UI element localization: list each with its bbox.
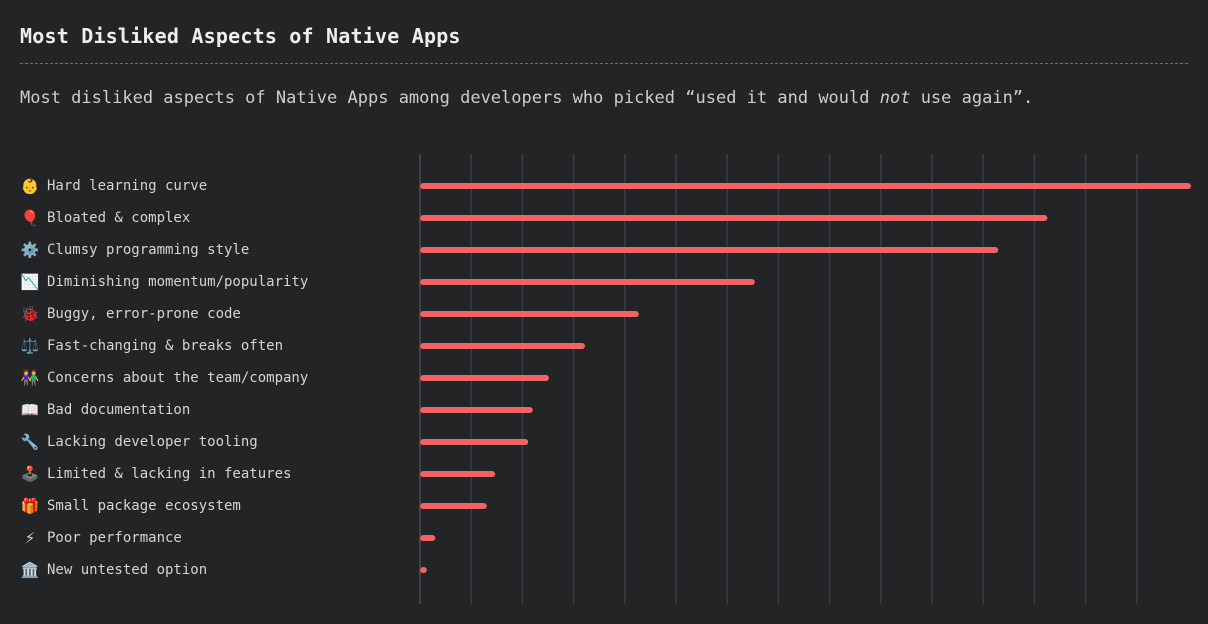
category-label-text: Poor performance <box>47 530 182 546</box>
category-label: 🕹️ Limited & lacking in features <box>20 458 292 490</box>
category-label: 🐞 Buggy, error-prone code <box>20 298 241 330</box>
category-icon: 🏛️ <box>20 561 40 579</box>
category-label: 👫 Concerns about the team/company <box>20 362 309 394</box>
category-label: ⚡ Poor performance <box>20 522 182 554</box>
category-icon: 🎁 <box>20 497 40 515</box>
category-label-text: Clumsy programming style <box>47 242 250 258</box>
title-divider <box>20 63 1188 64</box>
subtitle-text-end: use again”. <box>910 88 1034 108</box>
category-label-text: Buggy, error-prone code <box>47 306 241 322</box>
category-label: 🎁 Small package ecosystem <box>20 490 241 522</box>
category-icon: 📖 <box>20 401 40 419</box>
category-label-text: Limited & lacking in features <box>47 466 292 482</box>
chart-subtitle: Most disliked aspects of Native Apps amo… <box>20 88 1033 108</box>
category-icon: 👶 <box>20 177 40 195</box>
category-label: 👶 Hard learning curve <box>20 170 208 202</box>
category-icon: 🎈 <box>20 209 40 227</box>
category-label-text: Diminishing momentum/popularity <box>47 274 309 290</box>
category-label-text: Fast-changing & breaks often <box>47 338 284 354</box>
subtitle-text-start: Most disliked aspects of Native Apps amo… <box>20 88 880 108</box>
category-label-text: Small package ecosystem <box>47 498 241 514</box>
category-icon: 🐞 <box>20 305 40 323</box>
category-icon: 📉 <box>20 273 40 291</box>
category-label-text: Lacking developer tooling <box>47 434 258 450</box>
category-label-text: Hard learning curve <box>47 178 208 194</box>
category-icon: ⚖️ <box>20 337 40 355</box>
category-label-text: New untested option <box>47 562 208 578</box>
category-label: 📖 Bad documentation <box>20 394 191 426</box>
bar-chart: 👶 Hard learning curve 🎈 Bloated & complex ⚙️… <box>0 150 1208 610</box>
category-icon: ⚙️ <box>20 241 40 259</box>
category-label: ⚖️ Fast-changing & breaks often <box>20 330 283 362</box>
category-label-text: Concerns about the team/company <box>47 370 309 386</box>
chart-canvas <box>419 154 1191 604</box>
category-label: 🏛️ New untested option <box>20 554 208 586</box>
category-label-text: Bad documentation <box>47 402 191 418</box>
category-label: ⚙️ Clumsy programming style <box>20 234 250 266</box>
chart-title: Most Disliked Aspects of Native Apps <box>20 24 461 48</box>
category-label: 🎈 Bloated & complex <box>20 202 191 234</box>
category-icon: ⚡ <box>24 529 36 547</box>
category-label: 📉 Diminishing momentum/popularity <box>20 266 309 298</box>
category-icon: 👫 <box>20 369 40 387</box>
category-label-text: Bloated & complex <box>47 210 191 226</box>
category-icon: 🔧 <box>20 433 40 451</box>
category-label: 🔧 Lacking developer tooling <box>20 426 258 458</box>
category-icon: 🕹️ <box>20 465 40 483</box>
subtitle-emphasis: not <box>879 88 911 108</box>
